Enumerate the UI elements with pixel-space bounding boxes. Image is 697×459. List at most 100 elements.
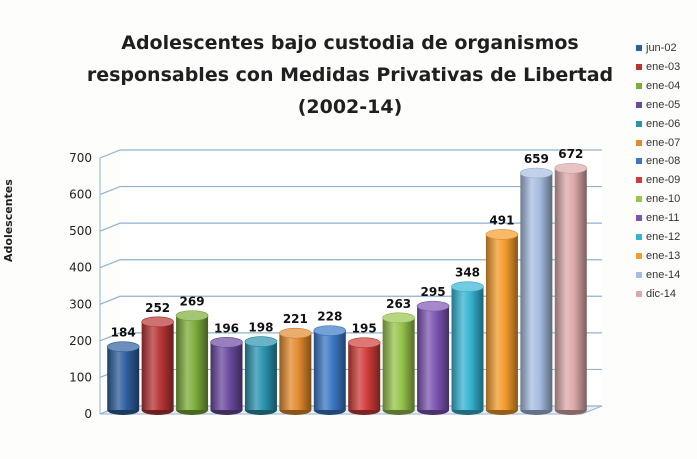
- bar-body: [348, 342, 381, 410]
- legend-label: ene-04: [646, 79, 681, 92]
- data-label: 491: [489, 213, 514, 227]
- y-tick-label: 700: [69, 151, 92, 165]
- legend-item: ene-11: [630, 210, 679, 226]
- bar-body: [107, 346, 140, 410]
- bar-ene-11: [416, 300, 450, 415]
- bar-ene-04: [175, 310, 209, 415]
- legend-swatch: [636, 120, 642, 127]
- legend-item: ene-04: [630, 78, 680, 94]
- bar-body: [520, 172, 553, 410]
- data-label: 269: [180, 295, 205, 309]
- chart-title-line-1: Adolescentes bajo custodia de organismos: [121, 32, 579, 54]
- bar-top: [210, 337, 243, 348]
- y-tick-label: 100: [69, 370, 92, 384]
- chart-title-line-3: (2002-14): [297, 96, 403, 118]
- bar-top: [416, 300, 450, 312]
- bar-ene-03: [141, 316, 174, 415]
- legend-swatch: [636, 177, 642, 184]
- gridline: [99, 149, 602, 159]
- legend-swatch: [636, 101, 642, 108]
- data-label: 659: [524, 152, 549, 166]
- legend-swatch: [636, 252, 642, 259]
- bar-ene-12: [451, 281, 484, 415]
- bar-top: [279, 327, 312, 339]
- legend-item: ene-03: [630, 59, 680, 75]
- legend-label: dic-14: [646, 287, 676, 300]
- legend-label: ene-13: [646, 249, 681, 262]
- data-label: 195: [352, 322, 377, 336]
- data-label: 221: [283, 312, 308, 326]
- bar-ene-08: [313, 325, 347, 415]
- bar-body: [485, 234, 518, 410]
- bar-body: [417, 306, 450, 410]
- gridline: [99, 185, 602, 196]
- y-tick-label: 500: [69, 224, 92, 238]
- legend-label: ene-03: [646, 60, 681, 73]
- bar-top: [382, 312, 415, 324]
- bar-ene-10: [382, 312, 415, 415]
- bar-body: [279, 333, 312, 410]
- legend-item: ene-09: [630, 172, 680, 188]
- gridline: [99, 259, 602, 269]
- legend-label: ene-07: [646, 136, 681, 149]
- legend-item: ene-05: [630, 97, 680, 113]
- legend-label: ene-09: [646, 174, 681, 187]
- legend-label: ene-06: [646, 117, 681, 130]
- data-label: 184: [111, 326, 136, 340]
- bar-ene-07: [279, 327, 312, 415]
- bar-top: [347, 337, 381, 348]
- bar-ene-14: [520, 167, 553, 415]
- bar-body: [176, 315, 209, 410]
- bar-body: [313, 330, 346, 410]
- data-label: 252: [145, 301, 170, 315]
- bar-body: [244, 341, 277, 410]
- bar-body: [554, 168, 587, 410]
- bar-top: [485, 229, 519, 240]
- y-tick-label: 200: [69, 334, 92, 348]
- legend-swatch: [636, 45, 642, 51]
- legend-item: ene-06: [630, 116, 680, 132]
- legend-swatch: [636, 158, 642, 165]
- legend-label: ene-10: [646, 193, 681, 206]
- legend-swatch: [636, 63, 642, 70]
- legend-swatch: [636, 234, 642, 240]
- plot-area: 0 100 200 300 400 500 600 700 184 252 269 196 198 221…: [69, 147, 603, 421]
- bar-top: [313, 325, 347, 336]
- legend-swatch: [636, 196, 642, 203]
- data-label: 196: [214, 321, 239, 335]
- legend-swatch: [636, 82, 642, 89]
- legend-label: ene-05: [646, 98, 681, 111]
- data-label: 228: [317, 310, 342, 324]
- legend-swatch: [636, 215, 642, 222]
- y-tick-label: 300: [69, 297, 92, 311]
- legend-item: ene-12: [630, 229, 680, 245]
- bar-top: [141, 316, 174, 328]
- legend-item: jun-02: [630, 40, 677, 56]
- bar-body: [210, 342, 243, 410]
- bar-ene-06: [244, 336, 278, 415]
- bar-top: [106, 341, 140, 353]
- bar-top: [175, 310, 209, 321]
- legend-swatch: [636, 139, 642, 146]
- y-tick-label: 0: [84, 407, 92, 421]
- bar-ene-09: [347, 337, 381, 415]
- data-label: 672: [558, 147, 583, 161]
- bar-top: [520, 167, 553, 179]
- legend-label: jun-02: [646, 42, 677, 54]
- chart-title-line-2: responsables con Medidas Privativas de L…: [86, 64, 614, 86]
- y-tick-label: 600: [69, 188, 92, 202]
- legend-item: ene-08: [630, 153, 680, 169]
- data-label: 198: [248, 321, 273, 335]
- bar-top: [244, 336, 278, 347]
- bar-ene-13: [485, 229, 519, 415]
- y-tick-label: 400: [69, 261, 92, 275]
- legend-item: ene-07: [630, 135, 680, 151]
- data-label: 348: [455, 266, 480, 280]
- data-label: 263: [386, 297, 411, 311]
- legend-item: ene-13: [630, 248, 680, 264]
- bar-top: [451, 281, 484, 293]
- legend-item: dic-14: [630, 286, 676, 302]
- legend-label: ene-08: [646, 155, 681, 168]
- legend-item: ene-10: [630, 191, 680, 207]
